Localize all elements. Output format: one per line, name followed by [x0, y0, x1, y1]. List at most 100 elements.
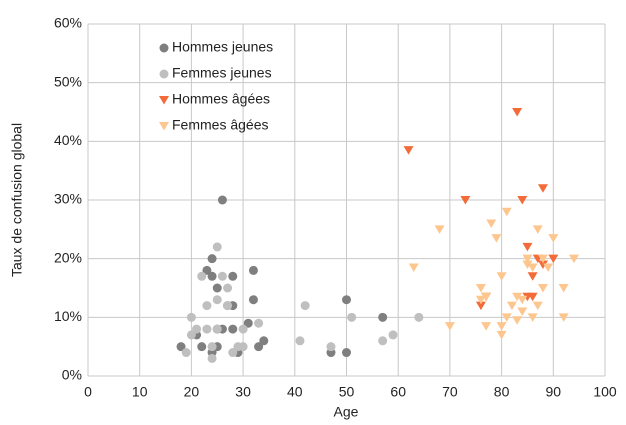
y-tick-label: 40%	[54, 132, 82, 148]
point	[512, 316, 523, 325]
legend-marker	[159, 43, 169, 53]
point	[181, 348, 191, 358]
point	[217, 271, 227, 281]
point	[207, 353, 217, 363]
point	[228, 348, 238, 358]
point	[212, 242, 222, 252]
x-tick-label: 60	[390, 384, 406, 400]
x-tick-label: 10	[132, 384, 148, 400]
point	[254, 318, 264, 328]
point	[342, 348, 351, 358]
point	[501, 207, 512, 217]
point	[207, 254, 217, 264]
y-axis-title: Taux de confusion global	[9, 123, 25, 277]
point	[522, 254, 533, 264]
legend-label: Hommes jeunes	[172, 39, 273, 55]
legend-label: Femmes jeunes	[172, 65, 272, 81]
x-tick-label: 90	[546, 384, 562, 400]
point	[517, 196, 528, 205]
point	[558, 313, 569, 322]
point	[537, 184, 548, 193]
point	[197, 271, 207, 281]
legend-marker	[159, 96, 169, 105]
point	[527, 292, 538, 302]
point	[408, 263, 419, 272]
point	[228, 324, 238, 334]
x-tick-label: 80	[494, 384, 510, 400]
point	[496, 322, 507, 331]
point	[197, 342, 207, 352]
point	[300, 301, 310, 311]
point	[568, 254, 579, 264]
y-tick-label: 0%	[62, 367, 82, 383]
x-tick-label: 50	[339, 384, 355, 400]
point	[212, 295, 222, 305]
point	[238, 342, 248, 352]
point	[517, 307, 528, 316]
point	[506, 301, 517, 311]
point	[217, 195, 227, 205]
point	[537, 284, 548, 293]
legend-marker	[159, 69, 169, 79]
legend-marker	[159, 122, 169, 131]
y-tick-label: 10%	[54, 308, 82, 324]
point	[527, 313, 538, 322]
point	[378, 312, 388, 322]
y-tick-label: 60%	[54, 15, 82, 31]
point	[475, 301, 486, 311]
point	[248, 265, 258, 275]
point	[517, 295, 528, 305]
point	[512, 108, 523, 117]
point	[558, 284, 569, 293]
point	[212, 283, 222, 293]
point	[342, 295, 351, 305]
y-tick-label: 30%	[54, 191, 82, 207]
point	[434, 225, 445, 234]
x-tick-label: 70	[442, 384, 458, 400]
point	[496, 330, 507, 340]
point	[202, 301, 212, 311]
point	[176, 342, 186, 352]
point	[223, 301, 233, 311]
point	[259, 336, 269, 346]
point	[444, 322, 455, 331]
point	[207, 271, 217, 281]
point	[512, 292, 523, 302]
x-tick-label: 0	[84, 384, 92, 400]
legend-label: Hommes âgées	[172, 91, 270, 107]
point	[496, 272, 507, 281]
point	[532, 225, 543, 234]
point	[543, 263, 554, 272]
x-tick-label: 40	[287, 384, 303, 400]
point	[501, 313, 512, 322]
point	[475, 295, 486, 305]
point	[481, 322, 492, 331]
point	[527, 263, 538, 272]
point	[537, 260, 548, 270]
y-tick-label: 20%	[54, 249, 82, 265]
point	[254, 342, 264, 352]
point	[486, 219, 497, 228]
x-tick-label: 100	[593, 384, 617, 400]
point	[491, 234, 502, 243]
legend-label: Femmes âgées	[172, 117, 268, 133]
point	[186, 312, 196, 322]
point	[186, 330, 196, 340]
x-tick-label: 30	[235, 384, 251, 400]
point	[522, 260, 533, 270]
point	[207, 342, 217, 352]
point	[475, 284, 486, 293]
point	[388, 330, 398, 340]
point	[238, 324, 248, 334]
point	[532, 301, 543, 311]
point	[527, 272, 538, 281]
point	[347, 312, 357, 322]
x-tick-label: 20	[184, 384, 200, 400]
point	[481, 292, 492, 302]
point	[548, 254, 559, 264]
point	[295, 336, 305, 346]
point	[202, 265, 212, 275]
point	[223, 283, 233, 293]
point	[192, 324, 202, 334]
point	[326, 342, 336, 352]
